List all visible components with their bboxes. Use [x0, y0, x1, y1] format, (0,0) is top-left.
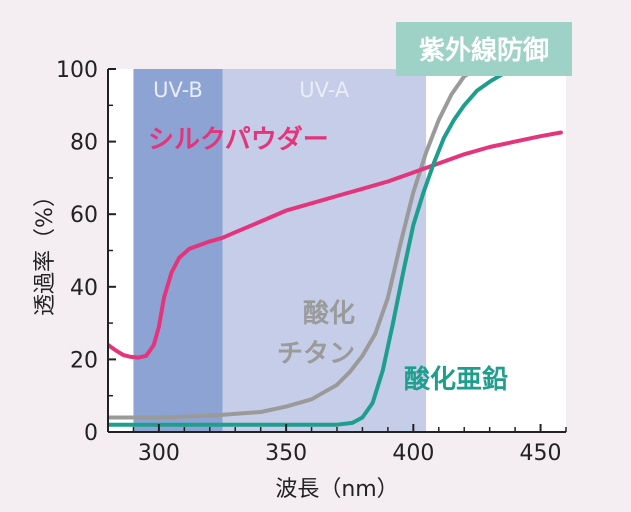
x-tick-label: 450	[520, 441, 562, 466]
series-line-1	[108, 69, 479, 420]
series-line-0	[108, 130, 563, 360]
y-tick-label: 60	[70, 203, 98, 228]
band-label-uv-a: UV-A	[299, 78, 350, 102]
y-tick-label: 0	[84, 421, 98, 446]
banner-layer: 紫外線防御	[396, 22, 572, 76]
x-tick-label: 400	[392, 441, 434, 466]
x-tick-label: 350	[265, 441, 307, 466]
y-tick-label: 80	[70, 131, 98, 156]
y-tick-label: 100	[56, 58, 98, 83]
series-label-1-line-0: 酸化	[303, 299, 355, 329]
x-tick-label: 300	[138, 441, 180, 466]
labels-layer: 波長（nm） 透過率（%）	[33, 185, 399, 502]
band-label-uv-b: UV-B	[153, 78, 203, 102]
y-tick-label: 40	[70, 276, 98, 301]
series-label-2-line-0: 酸化亜鉛	[404, 364, 508, 395]
ticks-layer: 300 350 400 450 0 20 40 60 80 100	[56, 58, 567, 466]
series-line-2	[108, 69, 518, 427]
series-label-0-line-0: シルクパウダー	[148, 124, 329, 155]
band-uv-a	[222, 69, 427, 432]
series-label-1-line-1: チタン	[277, 339, 355, 369]
uv-protection-banner-label: 紫外線防御	[419, 35, 549, 66]
uv-protection-banner	[396, 22, 572, 76]
y-axis-title: 透過率（%）	[33, 185, 58, 316]
bands-layer: UV-B UV-A	[108, 69, 566, 432]
x-axis-title: 波長（nm）	[275, 477, 398, 502]
band-uv-b	[133, 69, 223, 432]
y-tick-label: 20	[70, 348, 98, 373]
